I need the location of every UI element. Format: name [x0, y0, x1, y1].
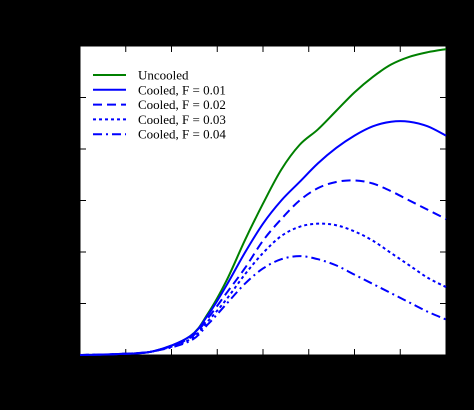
legend-label-5: Cooled, F = 0.04	[138, 127, 226, 142]
legend-label-2: Cooled, F = 0.01	[138, 82, 226, 97]
plot-area	[79, 45, 447, 356]
series-lines	[79, 48, 447, 356]
axis-ticks	[79, 45, 447, 356]
legend-label-1: Uncooled	[138, 68, 189, 83]
series-line-4	[79, 222, 447, 356]
legend-label-3: Cooled, F = 0.02	[138, 97, 226, 112]
series-line-2	[79, 120, 447, 356]
series-line-5	[79, 255, 447, 356]
legend-label-4: Cooled, F = 0.03	[138, 112, 226, 127]
